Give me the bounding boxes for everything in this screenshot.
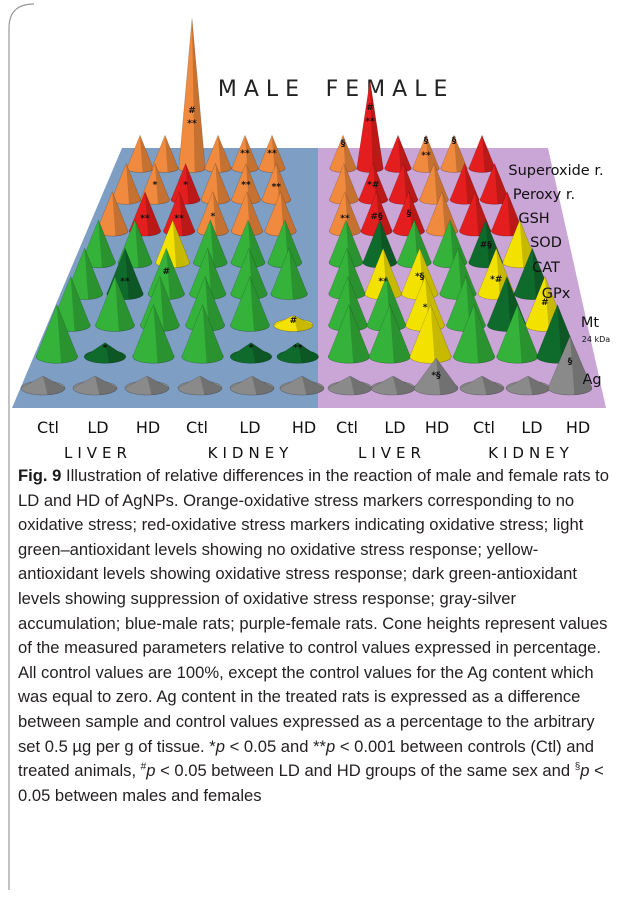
row-label: SOD (530, 235, 562, 251)
cone-mark: ** (187, 119, 197, 129)
caption-label: Fig. 9 (18, 466, 61, 485)
cone-mark: § (568, 357, 573, 367)
cone-mark: § (407, 209, 412, 219)
column-label: Ctl (473, 418, 495, 437)
row-label: Ag (582, 372, 601, 388)
row-label: GSH (518, 211, 549, 227)
caption-text: p (216, 737, 225, 756)
row-label: GPx (542, 286, 571, 302)
column-label: HD (292, 418, 316, 437)
cone-mark: § (452, 136, 457, 146)
cone-mark: #§ (371, 212, 384, 222)
cone-mark: ** (272, 183, 282, 193)
cone-mark: § (341, 139, 346, 149)
row-label: CAT (532, 260, 560, 276)
cone-mark: ** (241, 181, 251, 191)
cone-mark: * (153, 181, 158, 191)
cone-mark: ** (140, 214, 150, 224)
cone-mark: # (163, 267, 171, 277)
cone-mark: ** (365, 117, 375, 127)
caption-text: p (580, 761, 589, 780)
column-label: LD (521, 418, 542, 437)
organ-label: LIVER (358, 444, 426, 462)
caption: Fig. 9 Illustration of relative differen… (18, 464, 612, 808)
row-label: Superoxide r. (508, 163, 603, 179)
cone-mark: ** (378, 277, 388, 287)
organ-label: LIVER (64, 444, 132, 462)
cone-mark: ** (174, 214, 184, 224)
caption-text: < 0.05 between LD and HD groups of the s… (155, 761, 574, 780)
column-label: HD (425, 418, 449, 437)
cone-mark: *# (490, 275, 502, 285)
cone-mark: ** (240, 149, 250, 159)
page: {"figure":{"male_label":"MALE","female_l… (0, 0, 624, 898)
column-label: HD (136, 418, 160, 437)
cone-mark: *§ (415, 272, 425, 282)
organ-label: KIDNEY (488, 444, 574, 462)
cone-mark: ** (293, 344, 303, 354)
cone-mark: # (188, 106, 196, 116)
caption-text: Illustration of relative differences in … (18, 466, 609, 756)
cone-mark: * (423, 303, 428, 313)
column-label: Ctl (186, 418, 208, 437)
column-label: HD (566, 418, 590, 437)
female-label: FEMALE (326, 77, 455, 102)
cone-mark: ** (267, 149, 277, 159)
column-label: LD (384, 418, 405, 437)
cone-mark: * (210, 212, 215, 222)
cone-mark: § (424, 136, 429, 146)
caption-text: p (326, 737, 335, 756)
cone-mark: * (183, 181, 188, 191)
cone-mark: # (290, 316, 298, 326)
column-label: LD (239, 418, 260, 437)
cone-mark: * (249, 344, 254, 354)
cone-mark: # (366, 103, 374, 113)
cone-mark: ** (340, 214, 350, 224)
cone-mark: *§ (431, 371, 441, 381)
row-label: Mt (581, 315, 600, 331)
cone-mark: #§ (480, 240, 493, 250)
column-label: Ctl (336, 418, 358, 437)
cone-mark: *# (367, 181, 379, 191)
column-label: Ctl (37, 418, 59, 437)
organ-label: KIDNEY (208, 444, 294, 462)
cone-mark: ** (421, 151, 431, 161)
male-label: MALE (218, 77, 306, 102)
cone-mark: * (103, 344, 108, 354)
caption-text: < 0.05 and ** (225, 737, 326, 756)
row-unit: 24 kDa (582, 335, 611, 344)
row-label: Peroxy r. (513, 187, 575, 203)
column-label: LD (87, 418, 108, 437)
cone-mark: ** (120, 277, 130, 287)
